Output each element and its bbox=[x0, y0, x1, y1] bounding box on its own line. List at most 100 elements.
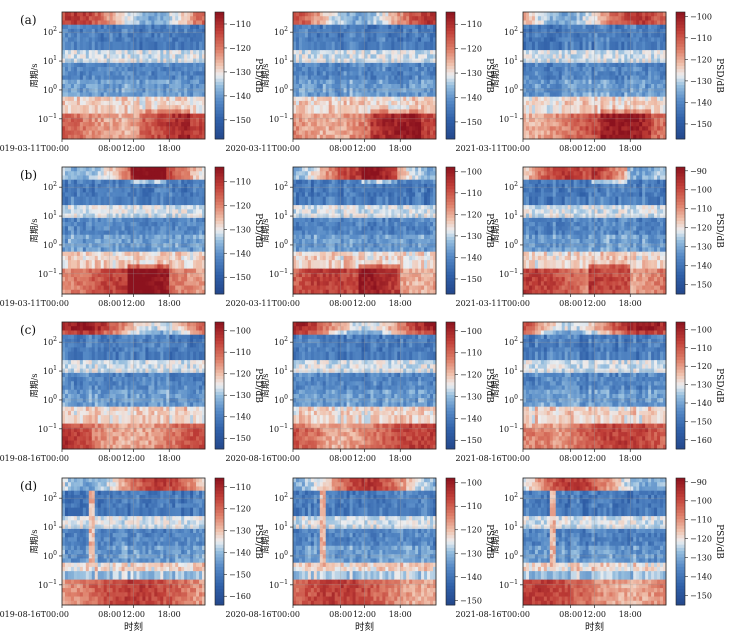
heatmap-cell bbox=[367, 130, 371, 136]
heatmap-cell bbox=[555, 105, 560, 110]
heatmap-cell bbox=[139, 67, 143, 72]
heatmap-cell bbox=[293, 113, 297, 119]
heatmap-cell bbox=[337, 37, 342, 43]
heatmap-cell bbox=[202, 67, 206, 72]
heatmap-cell bbox=[79, 188, 84, 193]
heatmap-cell bbox=[103, 238, 108, 244]
heatmap-cell bbox=[534, 20, 539, 26]
heatmap-cell bbox=[642, 28, 646, 34]
heatmap-cell bbox=[657, 75, 661, 81]
heatmap-cell bbox=[76, 28, 81, 34]
heatmap-cell bbox=[633, 109, 637, 114]
heatmap-cell bbox=[97, 122, 102, 127]
heatmap-cell bbox=[642, 33, 646, 38]
heatmap-cell bbox=[427, 83, 431, 89]
heatmap-cell bbox=[175, 16, 179, 21]
heatmap-cell bbox=[585, 96, 589, 102]
heatmap-cell bbox=[403, 71, 407, 76]
heatmap-cell bbox=[103, 171, 108, 176]
colorbar-swatch bbox=[446, 81, 455, 86]
heatmap-cell bbox=[334, 71, 339, 76]
heatmap-cell bbox=[79, 67, 84, 72]
heatmap-cell bbox=[196, 54, 200, 59]
heatmap-cell bbox=[190, 37, 194, 43]
heatmap-cell bbox=[525, 134, 530, 140]
heatmap-cell bbox=[334, 92, 339, 98]
heatmap-cell bbox=[295, 92, 300, 98]
heatmap-cell bbox=[127, 100, 131, 106]
heatmap-cell bbox=[400, 24, 404, 30]
heatmap-cell bbox=[403, 12, 407, 17]
heatmap-cell bbox=[73, 175, 78, 181]
heatmap-cell bbox=[73, 255, 78, 261]
colorbar-swatch bbox=[676, 24, 685, 29]
heatmap-cell bbox=[118, 50, 122, 55]
heatmap-cell bbox=[100, 83, 105, 89]
heatmap-cell bbox=[609, 117, 613, 123]
heatmap-cell bbox=[343, 130, 348, 136]
heatmap-cell bbox=[579, 109, 583, 114]
heatmap-cell bbox=[406, 109, 410, 114]
heatmap-cell bbox=[334, 117, 339, 123]
heatmap-cell bbox=[70, 192, 75, 198]
heatmap-cell bbox=[295, 62, 300, 68]
colorbar-swatch bbox=[676, 75, 685, 80]
heatmap-cell bbox=[70, 226, 75, 231]
heatmap-cell bbox=[328, 117, 333, 123]
heatmap-cell bbox=[403, 134, 407, 140]
heatmap-cell bbox=[358, 71, 362, 76]
heatmap-cell bbox=[328, 20, 333, 26]
heatmap-cell bbox=[127, 20, 131, 26]
heatmap-cell bbox=[94, 83, 99, 89]
heatmap-cell bbox=[94, 175, 99, 181]
heatmap-cell bbox=[597, 62, 601, 68]
heatmap-cell bbox=[394, 67, 398, 72]
heatmap-cell bbox=[148, 88, 152, 93]
heatmap-cell bbox=[636, 134, 640, 140]
heatmap-cell bbox=[112, 134, 117, 140]
heatmap-cell bbox=[579, 130, 583, 136]
heatmap-cell bbox=[328, 67, 333, 72]
heatmap-cell bbox=[190, 24, 194, 30]
heatmap-cell bbox=[421, 28, 425, 34]
heatmap-cell bbox=[151, 12, 155, 17]
heatmap-cell bbox=[304, 75, 309, 81]
heatmap-cell bbox=[594, 92, 598, 98]
heatmap-cell bbox=[355, 117, 359, 123]
heatmap-cell bbox=[424, 113, 428, 119]
heatmap-cell bbox=[130, 113, 134, 119]
heatmap-cell bbox=[552, 117, 557, 123]
heatmap-cell bbox=[639, 117, 643, 123]
heatmap-cell bbox=[537, 16, 542, 21]
heatmap-cell bbox=[582, 134, 586, 140]
heatmap-cell bbox=[636, 92, 640, 98]
heatmap-cell bbox=[112, 130, 117, 136]
heatmap-cell bbox=[106, 37, 111, 43]
heatmap-cell bbox=[537, 92, 542, 98]
heatmap-cell bbox=[76, 117, 81, 123]
heatmap-cell bbox=[660, 41, 664, 47]
heatmap-cell bbox=[109, 24, 114, 30]
heatmap-cell bbox=[100, 179, 105, 185]
heatmap-cell bbox=[343, 126, 348, 131]
heatmap-cell bbox=[403, 45, 407, 51]
heatmap-cell bbox=[588, 113, 592, 119]
heatmap-cell bbox=[549, 16, 554, 21]
heatmap-cell bbox=[64, 75, 69, 81]
heatmap-cell bbox=[337, 41, 342, 47]
heatmap-cell bbox=[91, 260, 96, 265]
heatmap-cell bbox=[576, 24, 581, 30]
heatmap-cell bbox=[85, 217, 90, 223]
heatmap-cell bbox=[331, 50, 336, 55]
colorbar-swatch bbox=[215, 104, 224, 108]
heatmap-cell bbox=[606, 50, 610, 55]
heatmap-cell bbox=[64, 205, 69, 210]
heatmap-cell bbox=[142, 62, 146, 68]
heatmap-cell bbox=[615, 100, 619, 106]
heatmap-cell bbox=[645, 28, 649, 34]
heatmap-cell bbox=[597, 109, 601, 114]
heatmap-cell bbox=[334, 62, 339, 68]
heatmap-cell bbox=[406, 12, 410, 17]
heatmap-cell bbox=[328, 79, 333, 85]
heatmap-cell bbox=[549, 79, 554, 85]
